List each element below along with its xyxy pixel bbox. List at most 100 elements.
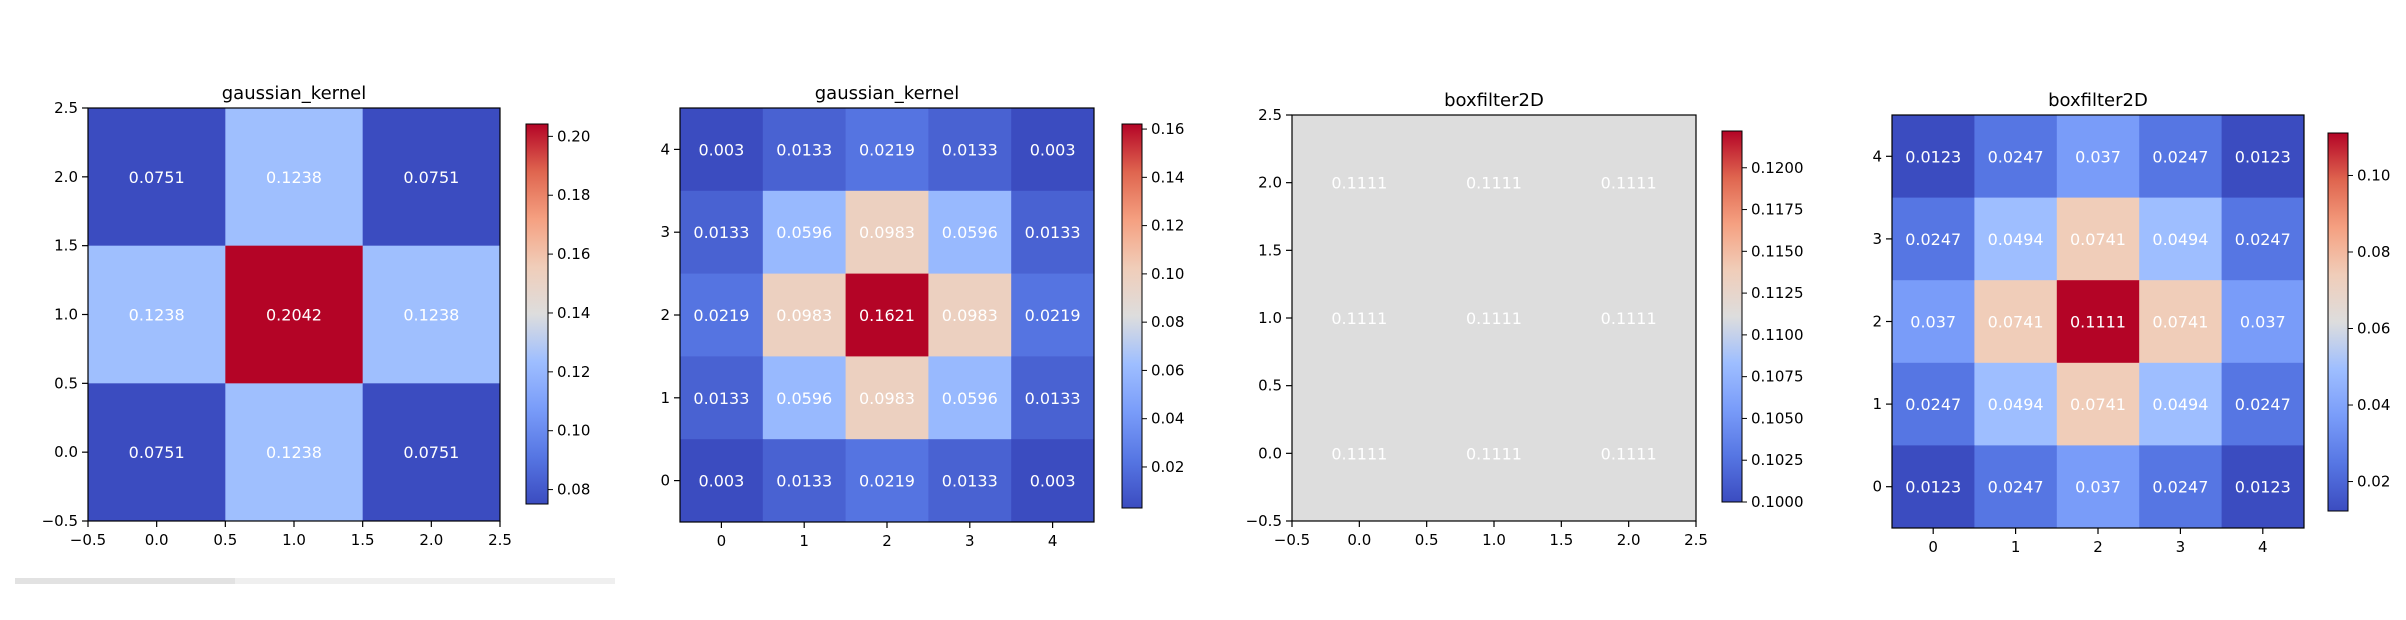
x-tick-label: 3: [2176, 538, 2186, 556]
heatmap-panel-3: boxfilter2D 0.1111 0.1111 0.1111 0.1111 0.111…: [1246, 90, 1804, 549]
heatmap-cell: [1011, 190, 1095, 275]
cell-value-label: 0.1111: [1601, 444, 1657, 463]
cell-value-label: 0.0247: [2152, 147, 2208, 166]
y-tick-label: 2: [1872, 313, 1882, 331]
cell-value-label: 0.0596: [776, 389, 832, 408]
x-tick-label: 3: [965, 532, 975, 550]
heatmap-cell: [225, 108, 364, 247]
colorbar-frame: [2327, 132, 2349, 512]
x-tick-label: 1: [2011, 538, 2021, 556]
x-tick-label: 0: [1928, 538, 1938, 556]
cell-value-label: 0.1111: [2070, 313, 2126, 332]
heatmap-cell: [1426, 115, 1562, 251]
colorbar-tick-label: 0.14: [1151, 168, 1184, 186]
colorbar-frame: [1121, 123, 1143, 509]
y-tick-label: 3: [1872, 230, 1882, 248]
heatmap-cell: [762, 439, 847, 523]
cell-value-label: 0.037: [1910, 313, 1956, 332]
x-tick-label: 1: [799, 532, 809, 550]
y-tick-label: 1.5: [1258, 241, 1282, 259]
cell-value-label: 0.1238: [266, 443, 322, 462]
heatmap-cell: [845, 190, 929, 275]
heatmap-cell: [88, 245, 226, 384]
heatmap-cell: [762, 273, 847, 357]
heatmap-cell: [2139, 362, 2223, 446]
cell-value-label: 0.003: [1030, 472, 1076, 491]
cell-value-label: 0.0741: [2152, 313, 2208, 332]
heatmap-cell: [2139, 445, 2223, 529]
heatmap-cell: [2056, 197, 2140, 281]
cell-value-label: 0.0123: [2235, 147, 2291, 166]
heatmap-cell: [1561, 250, 1697, 387]
heatmap-cell: [88, 108, 226, 247]
y-tick-label: 2: [660, 306, 670, 324]
heatmap-cell: [1974, 445, 2058, 529]
heatmap-cell: [2056, 362, 2140, 446]
heatmap-cell: [1292, 250, 1428, 387]
heatmap-cell: [762, 108, 847, 192]
heatmap-cell: [928, 108, 1012, 192]
heatmap-cell: [1974, 362, 2058, 446]
heatmap-cell: [2056, 115, 2140, 199]
cell-value-label: 0.0123: [2235, 478, 2291, 497]
colorbar-frame: [525, 123, 549, 505]
cell-value-label: 0.1238: [403, 306, 459, 325]
scrollbar-thumb[interactable]: [15, 578, 235, 584]
colorbar-tick-label: 0.12: [557, 363, 590, 381]
cell-value-label: 0.0741: [2070, 395, 2126, 414]
y-tick-label: −0.5: [42, 512, 78, 530]
x-tick-label: 1.5: [1549, 531, 1573, 549]
cell-value-label: 0.0494: [1988, 395, 2044, 414]
cell-value-label: 0.1111: [1466, 174, 1522, 193]
chart-title: boxfilter2D: [2048, 90, 2148, 111]
y-tick-label: 0: [1872, 478, 1882, 496]
heatmap-panel-1: gaussian_kernel 0.0751 0.1238 0.0751 0.1238 0…: [42, 83, 591, 549]
colorbar-tick-label: 0.1050: [1751, 409, 1804, 427]
heatmap-cell: [362, 383, 501, 522]
y-tick-label: 2.0: [1258, 174, 1282, 192]
cell-value-label: 0.1111: [1601, 309, 1657, 328]
chart-title: boxfilter2D: [1444, 90, 1544, 111]
heatmap-cell: [225, 383, 364, 522]
x-tick-label: 2.5: [1684, 531, 1708, 549]
colorbar-tick-label: 0.06: [2357, 320, 2390, 338]
heatmap-cell: [2056, 445, 2140, 529]
y-tick-label: 1.5: [54, 237, 78, 255]
colorbar-tick-label: 0.04: [1151, 410, 1184, 428]
heatmap-cell: [2056, 280, 2140, 364]
colorbar-tick-label: 0.02: [2357, 473, 2390, 491]
y-tick-label: 0.5: [1258, 377, 1282, 395]
colorbar-tick-label: 0.1000: [1751, 493, 1804, 511]
colorbar-tick-label: 0.10: [1151, 265, 1184, 283]
y-tick-label: 4: [1872, 147, 1882, 165]
heatmap-cell: [680, 190, 764, 275]
heatmap-cell: [1292, 115, 1428, 251]
scrollbar-track[interactable]: [15, 578, 615, 584]
cell-value-label: 0.0596: [942, 389, 998, 408]
x-tick-label: 0.5: [213, 531, 237, 549]
heatmap-cell: [1892, 362, 1975, 446]
heatmap-cell: [1011, 439, 1095, 523]
cell-value-label: 0.0133: [942, 472, 998, 491]
cell-value-label: 0.0247: [1905, 395, 1961, 414]
heatmap-cell: [845, 108, 929, 192]
x-tick-label: 0.0: [1347, 531, 1371, 549]
cell-value-label: 0.1111: [1331, 309, 1387, 328]
cell-value-label: 0.0247: [1905, 230, 1961, 249]
cell-value-label: 0.037: [2075, 147, 2121, 166]
x-tick-label: 0.5: [1415, 531, 1439, 549]
heatmap-cell: [1426, 250, 1562, 387]
heatmap-cell: [928, 439, 1012, 523]
cell-value-label: 0.0596: [942, 223, 998, 242]
cell-value-label: 0.0123: [1905, 478, 1961, 497]
heatmap-cell: [845, 439, 929, 523]
heatmap-cell: [1011, 273, 1095, 357]
colorbar: [2328, 133, 2348, 511]
y-tick-label: 2.0: [54, 168, 78, 186]
heatmap-cell: [762, 190, 847, 275]
heatmap-cell: [680, 439, 764, 523]
colorbar-tick-label: 0.16: [1151, 120, 1184, 138]
heatmap-cell: [1892, 445, 1975, 529]
colorbar-tick-label: 0.04: [2357, 396, 2390, 414]
